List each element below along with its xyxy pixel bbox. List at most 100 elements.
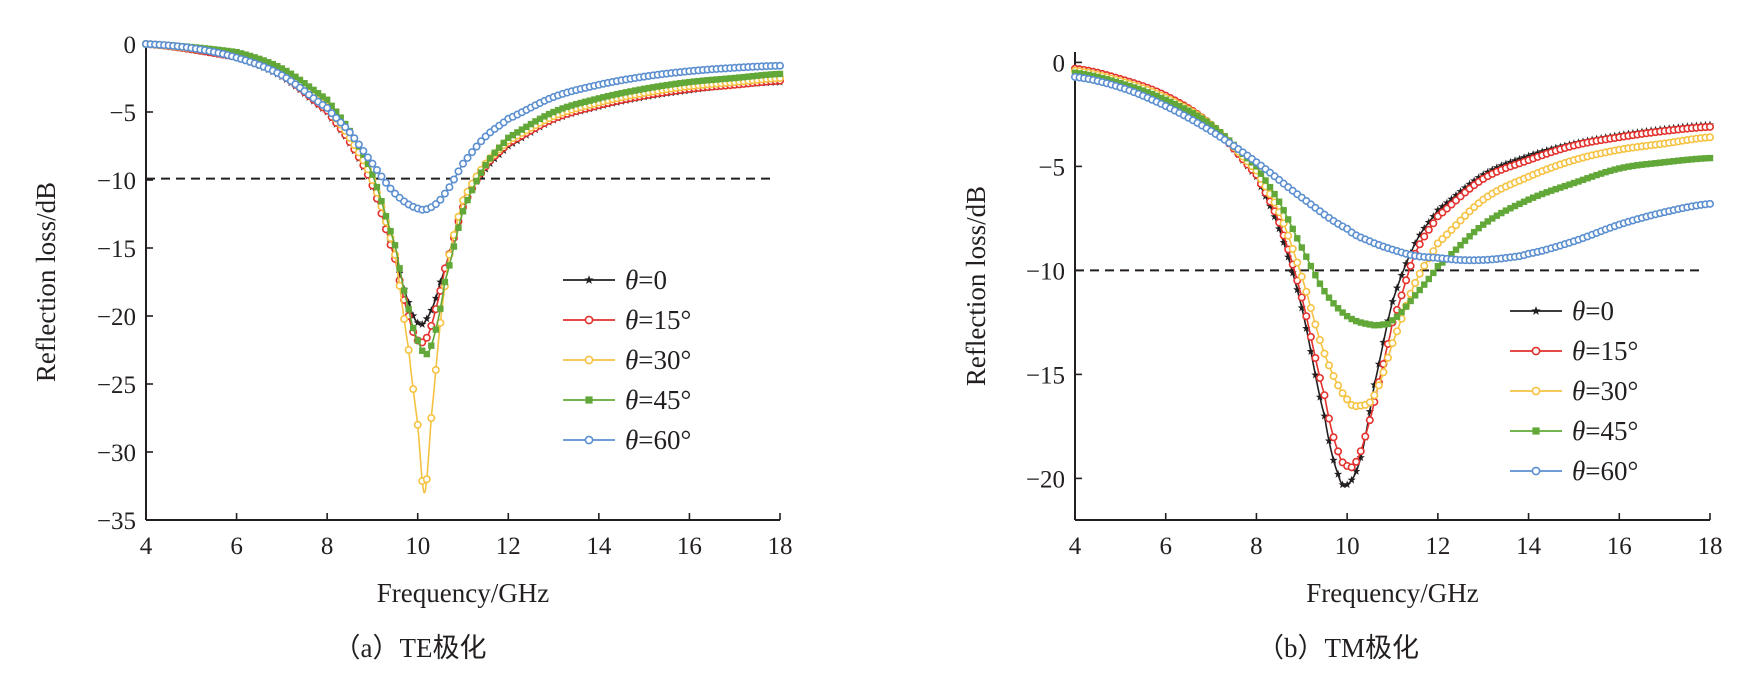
data-point [500,139,507,147]
y-axis-label: Reflection loss/dB [31,182,61,382]
data-point [409,324,417,332]
data-point [1356,453,1365,462]
data-point [1384,320,1392,328]
data-point [1334,381,1343,390]
data-point [1320,349,1329,358]
data-point [1312,271,1319,279]
data-point [1452,246,1460,253]
data-point [1483,167,1492,176]
data-point [1153,92,1160,100]
data-point [436,195,445,204]
data-point [1638,161,1646,168]
data-point [296,76,304,84]
chart-te-polarization: 4 6 8 10 12 14 16 18 0 −5 −10 −15 −20 −25 −30 −35 Freque… [31,32,793,663]
data-point [1352,457,1361,466]
data-point [573,100,580,108]
data-point [1402,303,1410,310]
data-point [545,110,553,118]
y-tick-label: −5 [109,100,136,127]
data-point [440,189,449,198]
data-point [1329,433,1338,442]
data-point [1548,187,1555,194]
data-point [1579,176,1587,184]
data-point [350,134,359,143]
data-point [359,146,368,155]
legend-item-theta_45: θ=45° [563,385,691,415]
data-point [1325,414,1334,423]
data-point [327,109,336,118]
data-point [1375,321,1383,329]
data-point [645,84,652,92]
data-point [449,175,458,184]
data-point [1212,125,1219,132]
data-point [1275,198,1283,205]
data-point [1511,202,1519,210]
data-point [368,159,377,168]
data-point [396,265,403,272]
data-point [1324,436,1334,445]
data-point [563,103,571,111]
data-point [1524,151,1533,160]
data-point [409,385,418,394]
axes: 4 6 8 10 12 14 16 18 0 −5 −10 −15 −20 −25 −30 −35 [97,32,793,560]
data-point [1566,181,1573,188]
data-point [400,315,409,324]
data-point [1388,297,1397,306]
data-point [1370,380,1379,389]
data-point [636,86,643,93]
data-point [1167,98,1174,106]
data-point [1406,261,1415,270]
data-point [1311,370,1320,379]
data-point [622,89,630,96]
data-point [382,212,390,220]
data-point [427,305,436,314]
data-point [1438,202,1447,211]
data-point [1185,107,1192,114]
data-point [740,73,747,81]
data-point [1171,100,1178,108]
data-point [305,83,313,90]
legend-label: θ=0 [625,265,667,295]
data-point [292,73,299,80]
data-point [1284,216,1292,223]
data-point [1620,164,1628,171]
data-point [1343,395,1352,404]
data-point [437,305,444,312]
data-point [1447,225,1456,234]
data-point [1501,159,1510,168]
data-point [1379,368,1388,377]
data-point [690,78,698,85]
data-point [627,88,634,95]
data-point [1438,235,1447,244]
legend-item-theta_15: θ=15° [1510,336,1638,366]
data-point [1451,190,1461,199]
data-point [1343,312,1351,320]
y-tick-label: −10 [97,168,136,195]
data-point [414,337,421,344]
data-point [554,106,562,114]
data-point [1135,85,1142,93]
data-point [1506,157,1515,166]
y-tick-label: −15 [1026,362,1065,389]
data-point [514,129,521,136]
data-point [1466,233,1473,240]
legend-item-theta_60: θ=60° [563,425,691,455]
data-point [369,171,376,178]
data-point [1315,373,1324,382]
data-point [468,186,476,194]
legend-marker [1532,427,1540,435]
data-point [459,208,467,215]
data-point [1297,303,1306,312]
data-point [1688,156,1696,163]
data-point [1421,281,1428,288]
data-point [1529,150,1538,158]
data-point [686,78,693,86]
data-point [1393,313,1401,320]
legend-marker [584,275,594,284]
x-tick-label: 16 [1607,533,1632,560]
data-point [1420,232,1429,241]
data-point [1121,81,1129,88]
data-point [618,90,625,97]
data-point [333,108,340,115]
legend-theta: θ [625,425,638,455]
